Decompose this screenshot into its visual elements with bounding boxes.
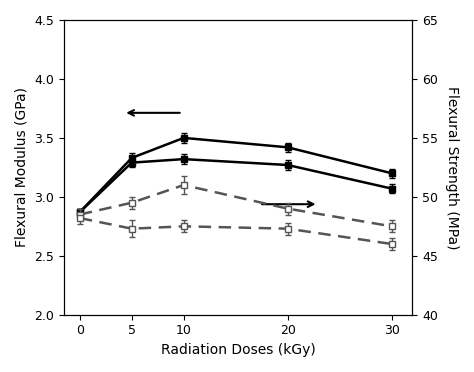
Y-axis label: Flexural Strength (MPa): Flexural Strength (MPa) [445, 86, 459, 249]
Y-axis label: Flexural Modulus (GPa): Flexural Modulus (GPa) [15, 87, 29, 247]
X-axis label: Radiation Doses (kGy): Radiation Doses (kGy) [161, 343, 316, 357]
